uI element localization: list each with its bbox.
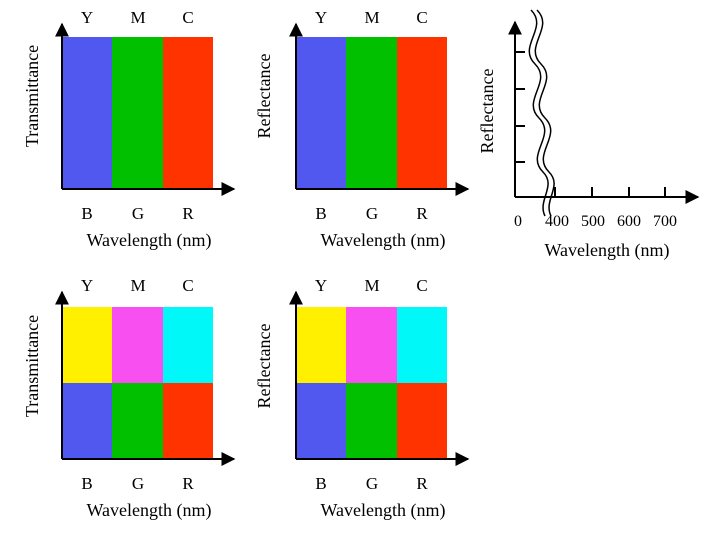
bottom-label-r: R [416,204,428,223]
x-axis-label: Wavelength (nm) [86,500,211,521]
y-axis-label: Transmittance [22,45,42,147]
panel-right-axis: 0 400 500 600 700 Wavelength (nm) Reflec… [477,9,700,261]
band-row0-col0 [296,37,346,189]
x-axis-label: Wavelength (nm) [320,230,445,251]
x-zero-label: 0 [514,213,522,230]
top-label-m: M [364,276,379,295]
top-label-c: C [416,276,427,295]
band-row0-col1 [346,307,397,383]
bottom-label-g: G [132,474,144,493]
band-row0-col1 [112,37,163,189]
band-row1-col0 [296,383,346,459]
panel-top-middle: Y M C B G R Wavelength (nm) Reflectance [254,8,470,251]
top-label-c: C [182,8,193,27]
band-row0-col1 [112,307,163,383]
top-label-m: M [130,276,145,295]
band-row1-col0 [62,383,112,459]
top-label-c: C [416,8,427,27]
band-row0-col2 [397,37,447,189]
band-row0-col1 [346,37,397,189]
x-tick-label-400: 400 [545,213,569,230]
panel-top-left: Y M C B G R Wavelength (nm) Transmittanc… [22,8,236,251]
bottom-label-r: R [182,204,194,223]
bottom-label-b: B [81,204,92,223]
x-tick-label-500: 500 [581,213,605,230]
x-tick-label-700: 700 [653,213,677,230]
band-row0-col0 [296,307,346,383]
top-label-m: M [364,8,379,27]
y-axis-label: Reflectance [254,54,274,139]
top-label-y: Y [81,8,93,27]
axis-break-line [528,9,549,217]
y-axis-label: Reflectance [477,69,497,154]
band-row1-col1 [346,383,397,459]
x-axis-label: Wavelength (nm) [86,230,211,251]
top-label-y: Y [315,8,327,27]
band-row0-col0 [62,307,112,383]
panel-bottom-middle: Y M C B G R Wavelength (nm) Reflectance [254,276,470,521]
top-label-y: Y [315,276,327,295]
bottom-label-b: B [315,474,326,493]
axis-break-line [534,9,555,217]
band-row0-col2 [163,307,213,383]
x-tick-label-600: 600 [617,213,641,230]
band-row1-col2 [397,383,447,459]
band-row1-col1 [112,383,163,459]
x-axis-label: Wavelength (nm) [544,240,669,261]
top-label-m: M [130,8,145,27]
band-row0-col2 [397,307,447,383]
bottom-label-r: R [182,474,194,493]
bottom-label-g: G [132,204,144,223]
bottom-label-g: G [366,474,378,493]
y-axis-label: Reflectance [254,324,274,409]
bottom-label-g: G [366,204,378,223]
band-row0-col0 [62,37,112,189]
bottom-label-b: B [315,204,326,223]
top-label-c: C [182,276,193,295]
x-axis-label: Wavelength (nm) [320,500,445,521]
bottom-label-b: B [81,474,92,493]
bottom-label-r: R [416,474,428,493]
panel-bottom-left: Y M C B G R Wavelength (nm) Transmittanc… [22,276,236,521]
y-axis-label: Transmittance [22,315,42,417]
band-row0-col2 [163,37,213,189]
top-label-y: Y [81,276,93,295]
band-row1-col2 [163,383,213,459]
